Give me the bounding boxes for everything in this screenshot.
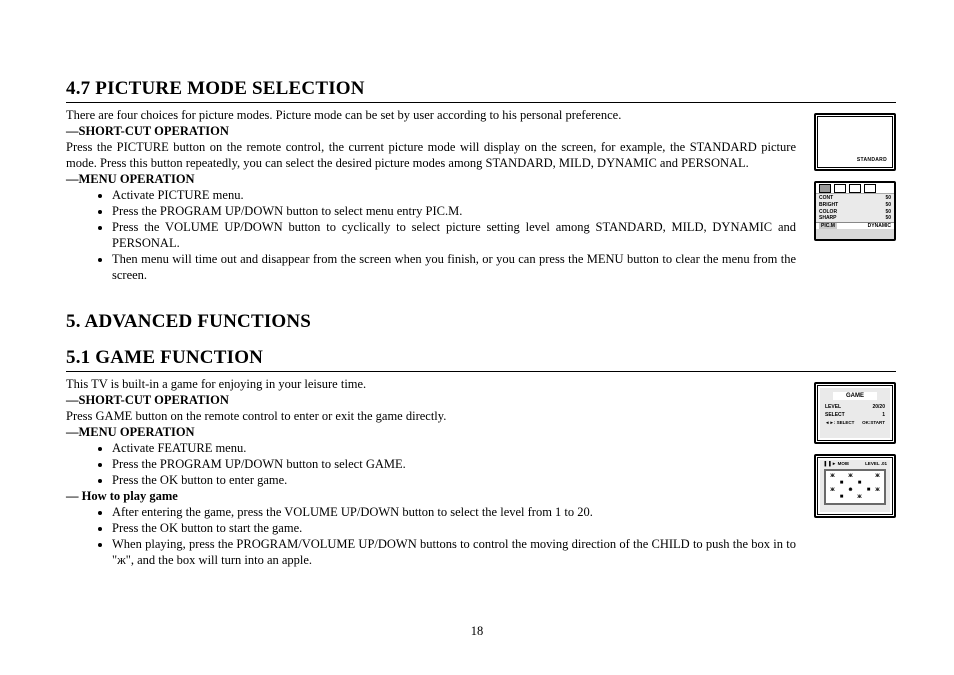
play-top-left: ▐ ▐ ► MOIE [823, 461, 849, 466]
menu-icon [819, 184, 831, 193]
menu-head-47: —MENU OPERATION [66, 171, 796, 187]
shortcut-text-47: Press the PICTURE button on the remote c… [66, 139, 796, 171]
menu-foot-right: DYNAMIC [868, 223, 891, 229]
list-item: Then menu will time out and disappear fr… [112, 251, 796, 283]
figure-picture-menu: CONT 50 BRIGHT 50 COLOR 50 SHARP 50 PIC.M DY… [814, 181, 896, 241]
game-value: 1 [882, 411, 885, 419]
menu-list-51: Activate FEATURE menu. Press the PROGRAM… [66, 440, 796, 488]
menu-list-47: Activate PICTURE menu. Press the PROGRAM… [66, 187, 796, 283]
menu-icon [834, 184, 846, 193]
list-item: After entering the game, press the VOLUM… [112, 504, 796, 520]
divider [66, 371, 896, 372]
menu-label: BRIGHT [819, 202, 838, 209]
game-value: 20/20 [872, 403, 885, 411]
game-foot-right: OK:START [862, 420, 885, 425]
section-heading-47: 4.7 PICTURE MODE SELECTION [66, 78, 896, 100]
howto-head: — How to play game [66, 488, 796, 504]
howto-list: After entering the game, press the VOLUM… [66, 504, 796, 568]
list-item: Press the VOLUME UP/DOWN button to cycli… [112, 219, 796, 251]
list-item: When playing, press the PROGRAM/VOLUME U… [112, 536, 796, 568]
figure-game-play: ▐ ▐ ► MOIE LEVEL .01 жжж ■■ ж☻■ж ■ж [814, 454, 896, 518]
shortcut-head-47: —SHORT-CUT OPERATION [66, 123, 796, 139]
figure-picture-mode-tv: STANDARD [814, 113, 896, 171]
game-grid: жжж ■■ ж☻■ж ■ж [824, 469, 886, 505]
menu-value: 50 [885, 215, 891, 222]
intro-47: There are four choices for picture modes… [66, 107, 796, 123]
list-item: Activate PICTURE menu. [112, 187, 796, 203]
section-heading-5: 5. ADVANCED FUNCTIONS [66, 311, 896, 333]
intro-51: This TV is built-in a game for enjoying … [66, 376, 796, 392]
menu-icon [849, 184, 861, 193]
figure-game-setup: GAME LEVEL 20/20 SELECT 1 ◄►: SELECT OK:STA… [814, 382, 896, 444]
menu-head-51: —MENU OPERATION [66, 424, 796, 440]
list-item: Activate FEATURE menu. [112, 440, 796, 456]
section-heading-51: 5.1 GAME FUNCTION [66, 347, 896, 369]
list-item: Press the OK button to enter game. [112, 472, 796, 488]
divider [66, 102, 896, 103]
standard-label: STANDARD [857, 157, 887, 163]
game-foot-left: ◄►: SELECT [825, 420, 854, 425]
menu-label: CONT [819, 195, 833, 202]
menu-label: COLOR [819, 209, 837, 216]
menu-label: SHARP [819, 215, 837, 222]
shortcut-head-51: —SHORT-CUT OPERATION [66, 392, 796, 408]
list-item: Press the OK button to start the game. [112, 520, 796, 536]
menu-value: 50 [885, 202, 891, 209]
play-top-right: LEVEL .01 [865, 461, 887, 466]
game-label: SELECT [825, 411, 845, 419]
menu-value: 50 [885, 195, 891, 202]
list-item: Press the PROGRAM UP/DOWN button to sele… [112, 203, 796, 219]
page-number: 18 [0, 624, 954, 639]
game-title: GAME [833, 392, 877, 400]
game-label: LEVEL [825, 403, 841, 411]
menu-foot-left: PIC.M [819, 223, 837, 229]
menu-icon [864, 184, 876, 193]
shortcut-text-51: Press GAME button on the remote control … [66, 408, 796, 424]
menu-value: 50 [885, 209, 891, 216]
list-item: Press the PROGRAM UP/DOWN button to sele… [112, 456, 796, 472]
